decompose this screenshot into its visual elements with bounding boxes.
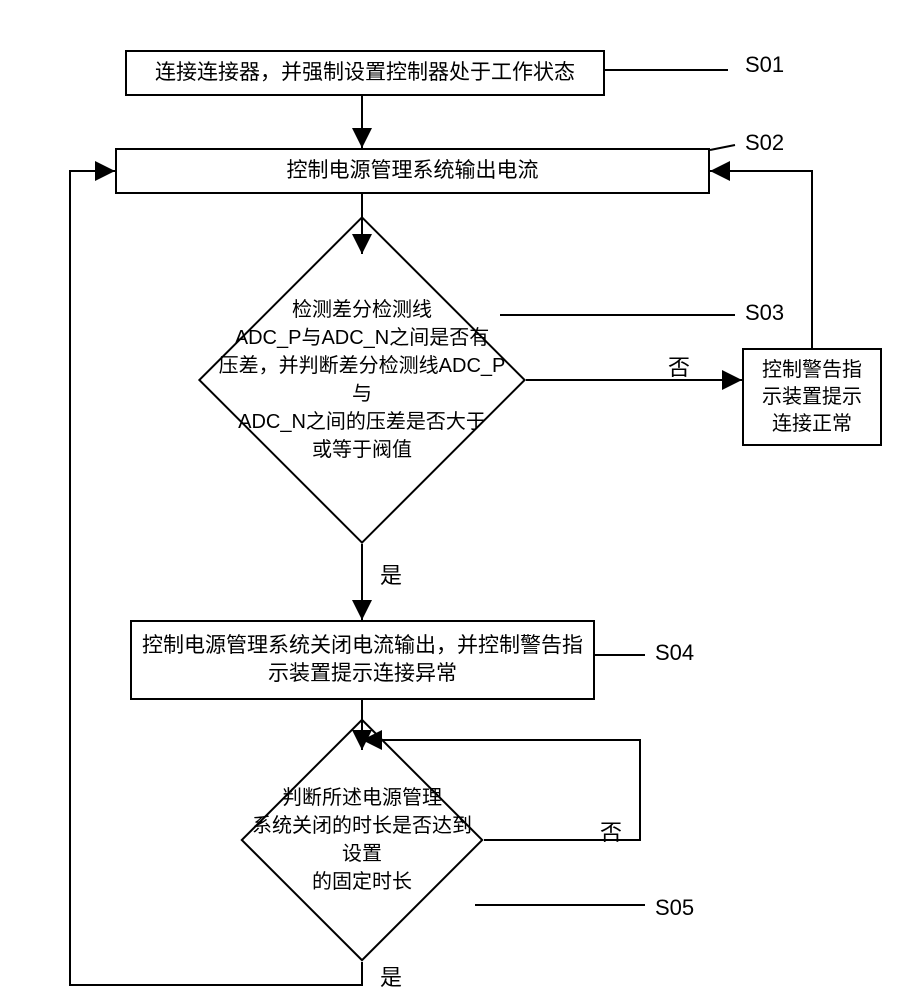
node-s02-text: 控制电源管理系统输出电流 <box>287 157 539 185</box>
label-s05: S05 <box>655 895 694 921</box>
node-s04: 控制电源管理系统关闭电流输出，并控制警告指示装置提示连接异常 <box>130 620 595 700</box>
s03-line2: 压差，并判断差分检测线ADC_P与 <box>219 355 506 405</box>
node-s01: 连接连接器，并强制设置控制器处于工作状态 <box>125 50 605 96</box>
tagline-s02 <box>710 145 735 150</box>
label-no1: 否 <box>668 350 690 382</box>
s03-line3: ADC_N之间的压差是否大于 <box>238 411 486 433</box>
node-s05: 判断所述电源管理 系统关闭的时长是否达到设置 的固定时长 <box>276 754 448 926</box>
s05-line0: 判断所述电源管理 <box>282 787 442 809</box>
s05-line2: 的固定时长 <box>312 871 412 893</box>
s03-line0: 检测差分检测线 <box>292 299 432 321</box>
node-s01-text: 连接连接器，并强制设置控制器处于工作状态 <box>155 59 575 87</box>
flowchart-canvas: 连接连接器，并强制设置控制器处于工作状态 控制电源管理系统输出电流 检测差分检测… <box>0 0 923 1000</box>
s05-line1: 系统关闭的时长是否达到设置 <box>252 815 472 865</box>
s03-line1: ADC_P与ADC_N之间是否有 <box>235 327 489 349</box>
s03-line4: 或等于阀值 <box>312 439 412 461</box>
label-s03: S03 <box>745 300 784 326</box>
label-s02: S02 <box>745 130 784 156</box>
label-s01: S01 <box>745 52 784 78</box>
warn-line0: 控制警告指 <box>762 359 862 381</box>
label-s04: S04 <box>655 640 694 666</box>
node-s03: 检测差分检测线 ADC_P与ADC_N之间是否有 压差，并判断差分检测线ADC_… <box>246 264 478 496</box>
node-s04-text: 控制电源管理系统关闭电流输出，并控制警告指示装置提示连接异常 <box>142 632 583 689</box>
node-s03-text: 检测差分检测线 ADC_P与ADC_N之间是否有 压差，并判断差分检测线ADC_… <box>200 296 525 464</box>
label-no2: 否 <box>600 815 622 847</box>
node-s05-text: 判断所述电源管理 系统关闭的时长是否达到设置 的固定时长 <box>242 784 483 896</box>
node-warn: 控制警告指 示装置提示 连接正常 <box>742 348 882 446</box>
warn-line2: 连接正常 <box>772 413 852 435</box>
label-yes1: 是 <box>380 558 402 590</box>
label-yes2: 是 <box>380 960 402 992</box>
node-s02: 控制电源管理系统输出电流 <box>115 148 710 194</box>
warn-line1: 示装置提示 <box>762 386 862 408</box>
